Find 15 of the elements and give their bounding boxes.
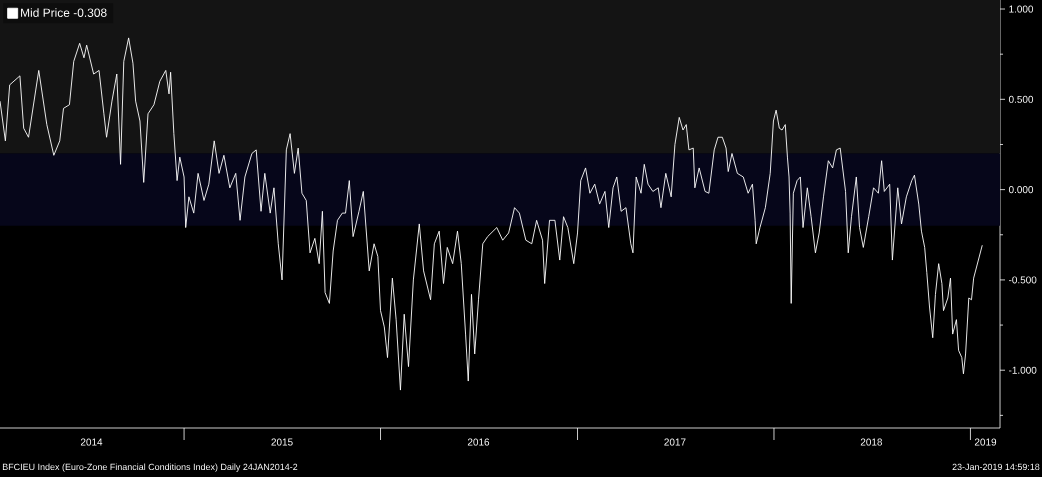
x-tick-label: 2018 [860, 438, 883, 446]
x-tick-label: 2019 [974, 438, 997, 446]
x-tick-label: 2016 [467, 438, 490, 446]
y-tick-label: 0.500 [1008, 95, 1034, 103]
y-tick-label: -0.500 [1008, 276, 1037, 284]
line-series [0, 37, 983, 391]
y-tick-label: 0.000 [1008, 186, 1034, 194]
text: BFCIEU Index (Euro-Zone Financial Conditions Index) Daily 24JAN2014-2 [2, 463, 298, 472]
y-tick-label: 1.000 [1009, 5, 1034, 13]
x-tick-label: 2014 [80, 438, 103, 446]
x-tick-label: 2017 [664, 438, 686, 446]
text: 23-Jan-2019 14:59:18 [952, 463, 1040, 471]
x-tick-label: 2015 [271, 438, 293, 446]
legend-label: Mid Price -0.308 [21, 8, 107, 17]
y-tick-label: -1.000 [1008, 366, 1037, 374]
